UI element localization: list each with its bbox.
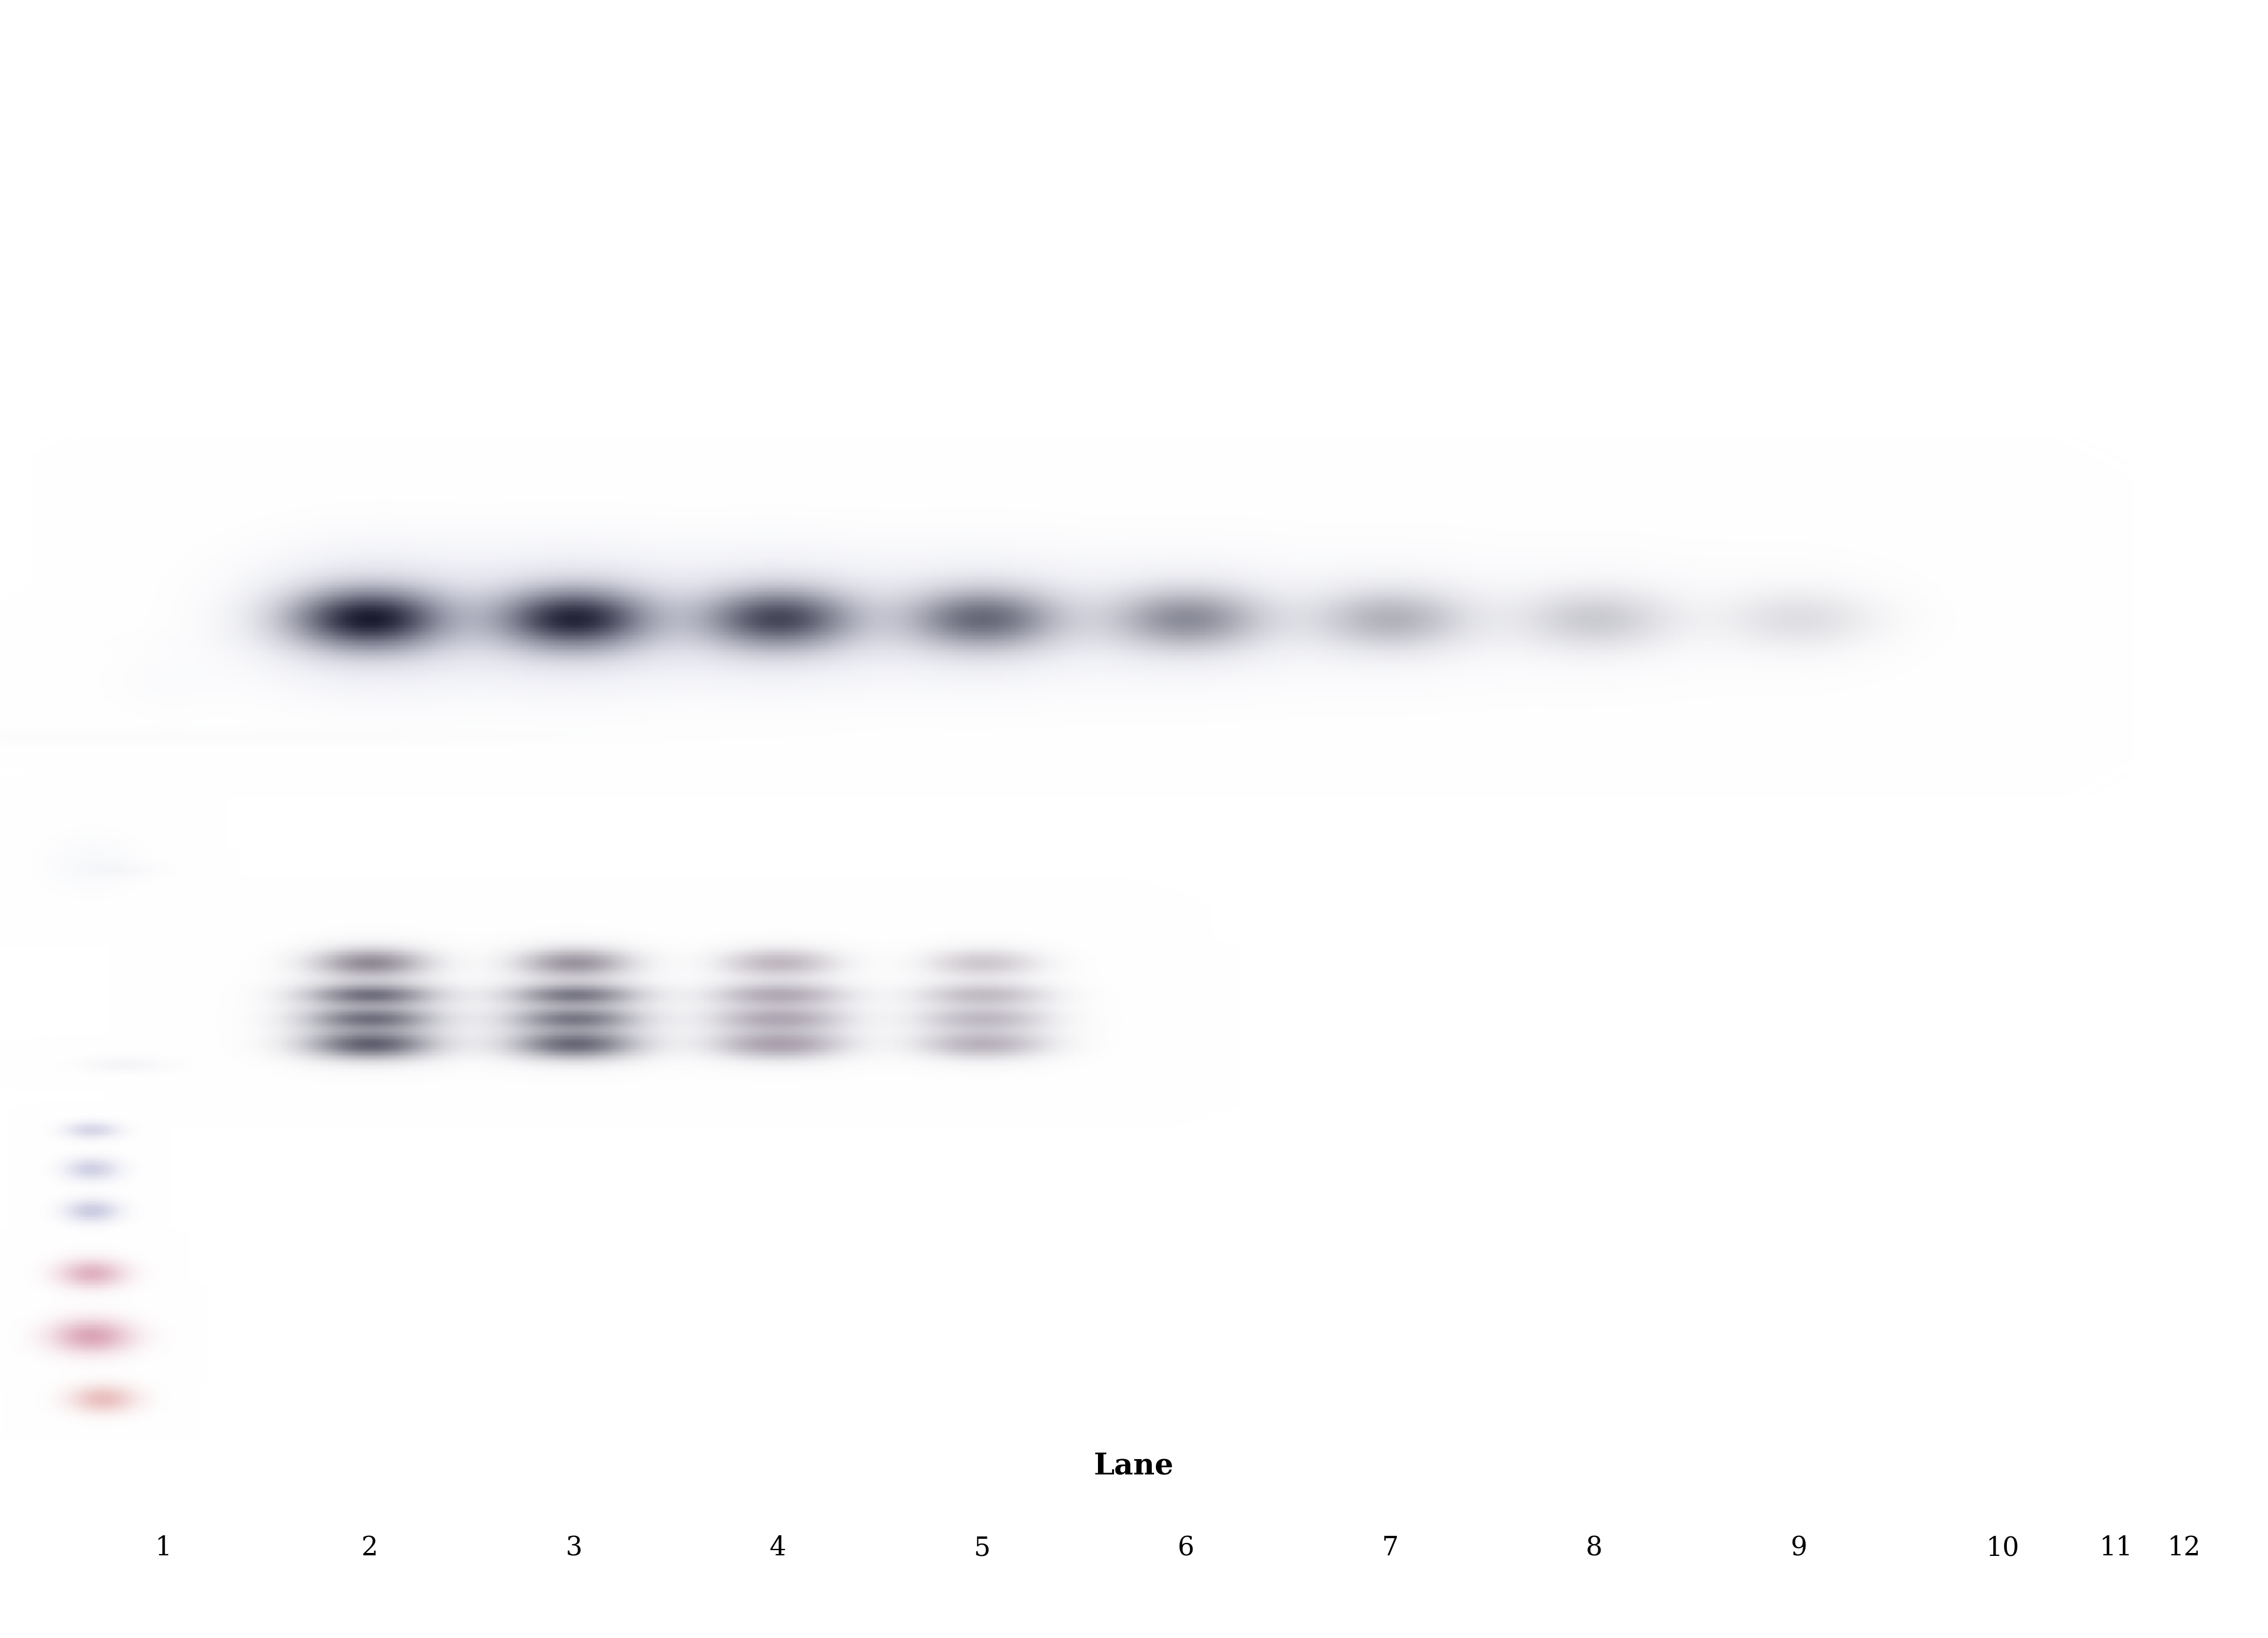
Text: 11: 11 — [2100, 1535, 2132, 1561]
Text: Lane: Lane — [1093, 1451, 1175, 1481]
Text: 3: 3 — [565, 1535, 583, 1561]
Text: 1: 1 — [154, 1535, 172, 1561]
Text: 6: 6 — [1177, 1535, 1195, 1561]
Text: 4: 4 — [769, 1535, 787, 1561]
Text: 2: 2 — [361, 1535, 379, 1561]
Text: 5: 5 — [973, 1535, 991, 1561]
Text: 9: 9 — [1789, 1535, 1808, 1561]
Text: 7: 7 — [1381, 1535, 1399, 1561]
Text: 10: 10 — [1987, 1535, 2019, 1561]
Text: 12: 12 — [2168, 1535, 2200, 1561]
Text: 8: 8 — [1585, 1535, 1603, 1561]
